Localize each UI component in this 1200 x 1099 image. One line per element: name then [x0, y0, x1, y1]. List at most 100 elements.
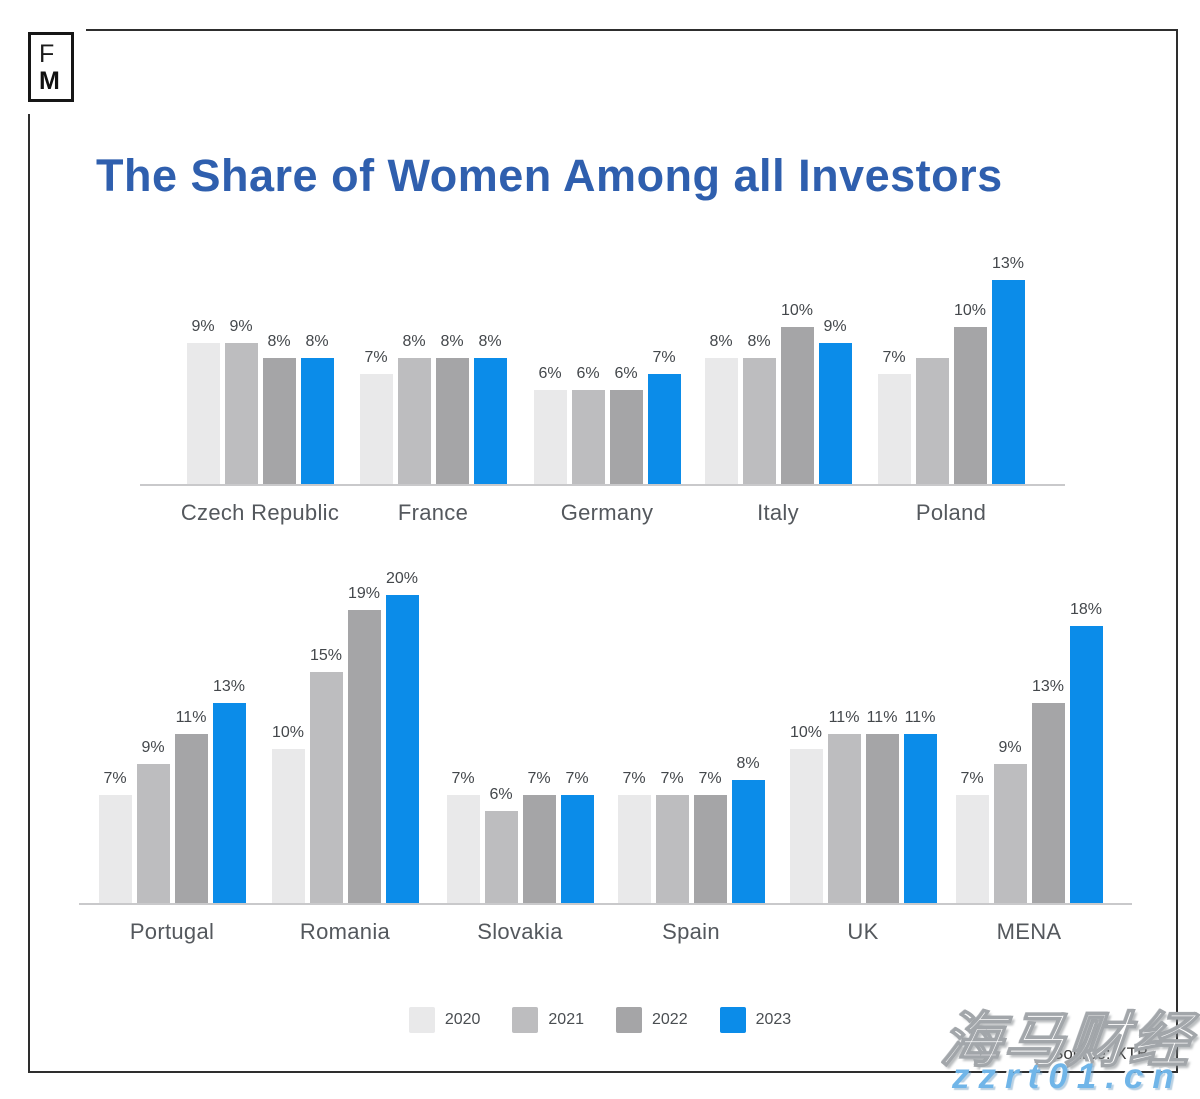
- bar-mena-2020: [955, 795, 989, 903]
- bar-slovakia-2022: [522, 795, 556, 903]
- legend-swatch-2022: [616, 1007, 642, 1033]
- bar-slovakia-2023: [560, 795, 594, 903]
- bar-germany-2021: [571, 390, 605, 484]
- bar-czech-republic-2021: [224, 343, 258, 484]
- bar-germany-2022: [609, 390, 643, 484]
- bar-france-2022: [435, 358, 469, 484]
- bar-value-label: 7%: [660, 770, 684, 787]
- bar-value-label: 8%: [267, 333, 291, 350]
- legend-swatch-2021: [512, 1007, 539, 1033]
- bar-czech-republic-2022: [262, 358, 296, 484]
- bar-value-label: 7%: [103, 770, 127, 787]
- watermark-url-text: zzrt01.cn: [952, 1057, 1183, 1096]
- bar-value-label: 18%: [1069, 601, 1103, 618]
- bar-portugal-2022: [174, 734, 208, 903]
- bar-chart-top-row: 9% 9% 8% 8% Czech Republic 7% 8% 8% 8% France 6% 6%…: [140, 255, 1065, 525]
- legend-swatch-2020: [408, 1007, 435, 1033]
- bar-value-label: 7%: [527, 770, 551, 787]
- legend-label-2021: 2021: [548, 1011, 584, 1028]
- bar-value-label: 11%: [828, 709, 860, 726]
- bar-value-label: 7%: [698, 770, 722, 787]
- fm-logo-letter-m: M: [39, 66, 60, 95]
- category-label-mena: MENA: [996, 919, 1062, 944]
- x-axis-line: [140, 484, 1065, 486]
- bar-poland-2023: [991, 280, 1025, 484]
- bar-value-label: 11%: [175, 709, 207, 726]
- bar-poland-2021: [915, 358, 949, 484]
- bar-slovakia-2020: [446, 795, 480, 903]
- bar-value-label: 6%: [538, 365, 562, 382]
- bar-value-label: 6%: [576, 365, 600, 382]
- bar-value-label: 15%: [309, 647, 343, 664]
- bar-romania-2020: [271, 749, 305, 903]
- bar-germany-2023: [647, 374, 681, 484]
- legend: 2020 2021 2022 2023: [0, 1007, 1200, 1033]
- bar-portugal-2021: [136, 764, 170, 903]
- bar-value-label: 7%: [451, 770, 475, 787]
- bar-value-label: 13%: [991, 255, 1025, 272]
- bar-romania-2023: [385, 595, 419, 903]
- category-label-slovakia: Slovakia: [477, 919, 563, 944]
- bar-italy-2021: [742, 358, 776, 484]
- bar-value-label: 11%: [904, 709, 936, 726]
- bar-value-label: 7%: [882, 349, 906, 366]
- bar-value-label: 9%: [823, 318, 847, 335]
- category-label-romania: Romania: [299, 919, 391, 944]
- bar-portugal-2020: [98, 795, 132, 903]
- bar-czech-republic-2023: [300, 358, 334, 484]
- bar-value-label: 9%: [191, 318, 215, 335]
- bar-value-label: 6%: [489, 786, 513, 803]
- bar-mena-2021: [993, 764, 1027, 903]
- legend-item-2023: 2023: [719, 1007, 791, 1033]
- bar-uk-2022: [865, 734, 899, 903]
- bar-value-label: 7%: [960, 770, 984, 787]
- bar-value-label: 8%: [747, 333, 771, 350]
- bar-value-label: 7%: [652, 349, 676, 366]
- bar-france-2021: [397, 358, 431, 484]
- bar-value-label: 7%: [622, 770, 646, 787]
- page-title: The Share of Women Among all Investors: [96, 150, 1003, 201]
- bar-romania-2021: [309, 672, 343, 903]
- bar-germany-2020: [533, 390, 567, 484]
- legend-label-2022: 2022: [652, 1011, 688, 1028]
- bar-italy-2023: [818, 343, 852, 484]
- bar-value-label: 20%: [385, 570, 419, 587]
- page-border-frame: [28, 29, 1178, 1073]
- bar-value-label: 10%: [780, 302, 814, 319]
- bar-poland-2020: [877, 374, 911, 484]
- bar-spain-2023: [731, 780, 765, 903]
- bar-value-label: 9%: [141, 739, 165, 756]
- bar-spain-2022: [693, 795, 727, 903]
- bar-mena-2023: [1069, 626, 1103, 903]
- bar-value-label: 13%: [212, 678, 246, 695]
- bar-value-label: 6%: [614, 365, 638, 382]
- legend-label-2020: 2020: [444, 1011, 481, 1028]
- bar-slovakia-2021: [484, 811, 518, 903]
- category-label-uk: UK: [847, 919, 879, 944]
- bar-italy-2020: [704, 358, 738, 484]
- bar-spain-2021: [655, 795, 689, 903]
- bar-value-label: 10%: [789, 724, 823, 741]
- bar-poland-2022: [953, 327, 987, 484]
- bar-mena-2022: [1031, 703, 1065, 903]
- category-label-spain: Spain: [662, 919, 720, 944]
- bar-spain-2020: [617, 795, 651, 903]
- category-label-czech-republic: Czech Republic: [180, 500, 340, 525]
- legend-item-2021: 2021: [512, 1007, 584, 1033]
- bar-chart-bottom-row: 7% 9% 11% 13% Portugal 10% 15% 19% 20% Romania 7% 6…: [79, 570, 1132, 944]
- legend-item-2022: 2022: [616, 1007, 688, 1033]
- bar-italy-2022: [780, 327, 814, 484]
- x-axis-line: [79, 903, 1132, 905]
- category-label-portugal: Portugal: [129, 919, 215, 944]
- bar-value-label: 8%: [709, 333, 733, 350]
- category-label-italy: Italy: [757, 500, 799, 525]
- source-note: Source: XTB: [1052, 1044, 1149, 1063]
- bar-uk-2023: [903, 734, 937, 903]
- bar-czech-republic-2020: [186, 343, 220, 484]
- bar-value-label: 13%: [1031, 678, 1065, 695]
- bar-value-label: 19%: [347, 585, 381, 602]
- bar-romania-2022: [347, 610, 381, 903]
- bar-value-label: 8%: [736, 755, 760, 772]
- bar-portugal-2023: [212, 703, 246, 903]
